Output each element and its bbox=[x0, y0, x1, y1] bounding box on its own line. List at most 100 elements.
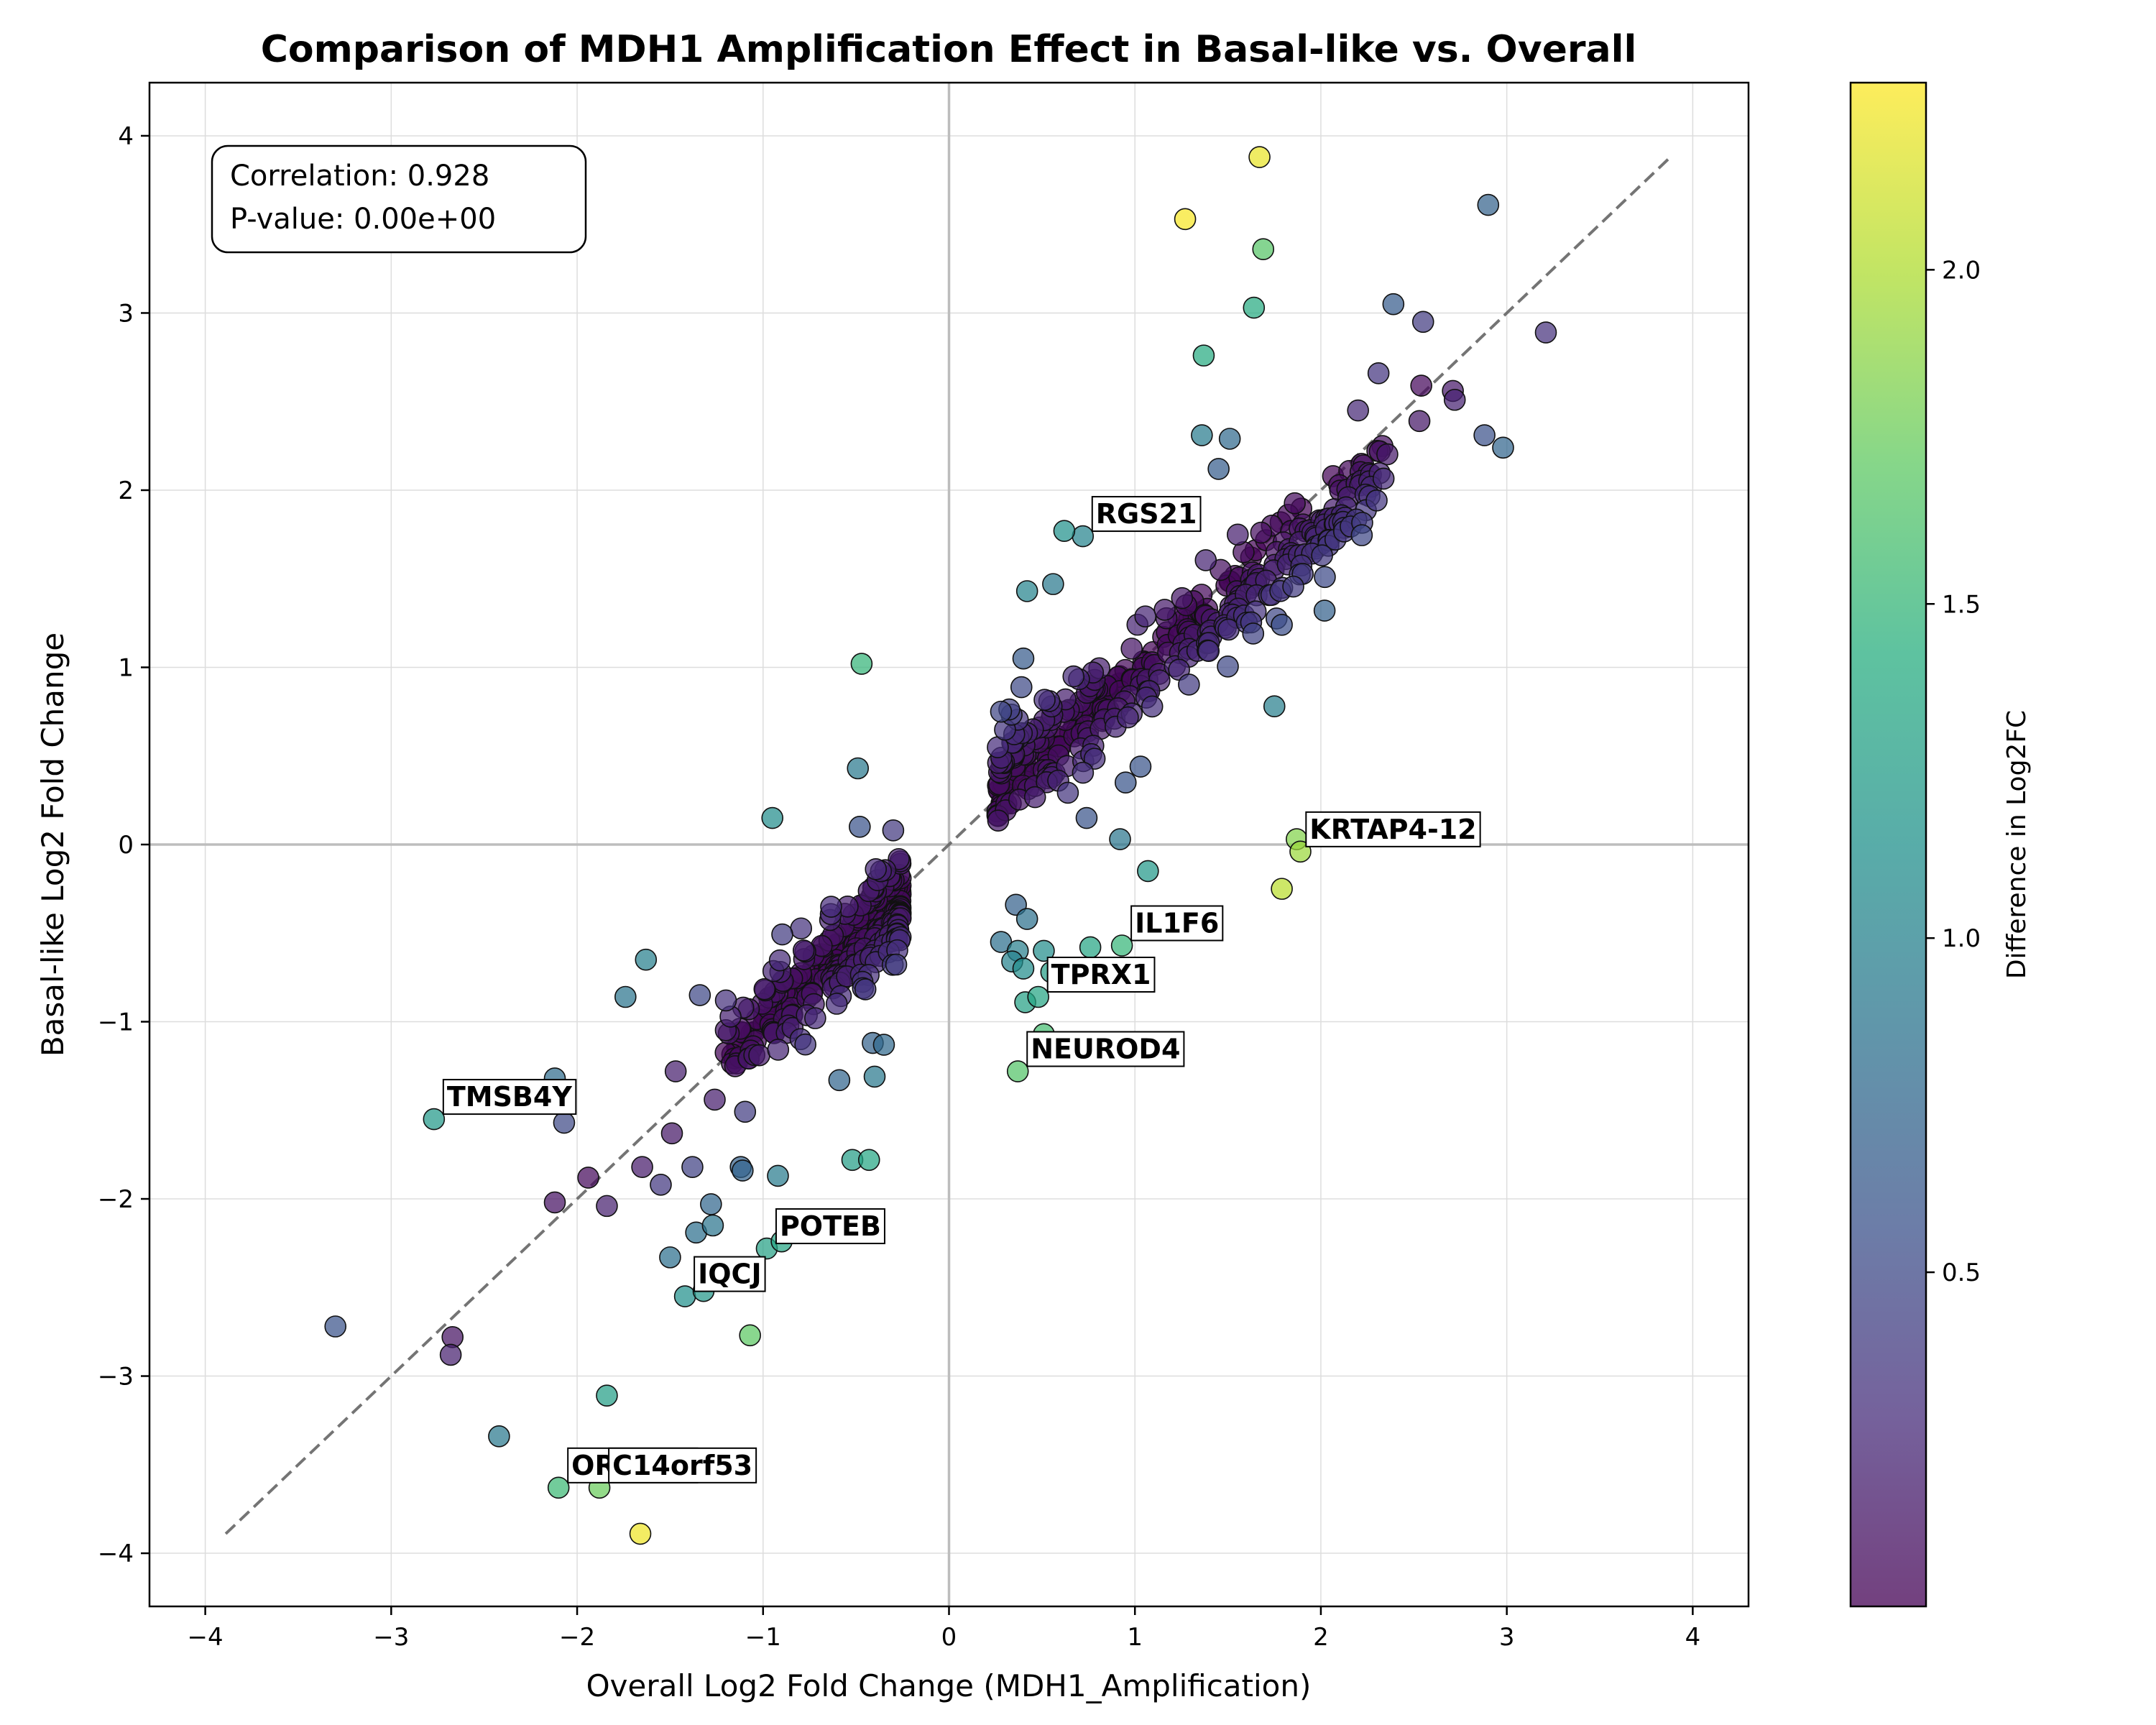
data-point bbox=[1079, 936, 1102, 959]
data-point bbox=[1248, 146, 1271, 168]
data-point bbox=[885, 953, 908, 976]
data-point bbox=[629, 1522, 652, 1545]
data-point bbox=[732, 1159, 754, 1182]
data-point bbox=[1284, 492, 1306, 515]
data-point bbox=[701, 1214, 724, 1237]
data-point bbox=[768, 949, 791, 972]
colorbar-tick-label: 1.5 bbox=[1942, 590, 1981, 619]
x-axis-ticks: −4 −3 −2 −1 0 1 2 3 4 bbox=[188, 1606, 1701, 1652]
y-axis-label: Basal-like Log2 Fold Change bbox=[35, 632, 70, 1057]
data-point bbox=[1072, 525, 1095, 548]
x-tick-label: 1 bbox=[1127, 1623, 1143, 1652]
data-point bbox=[767, 1039, 790, 1061]
data-point bbox=[1477, 193, 1500, 216]
data-point bbox=[850, 653, 873, 675]
x-axis-label: Overall Log2 Fold Change (MDH1_Amplifica… bbox=[586, 1668, 1312, 1703]
data-point bbox=[660, 1122, 683, 1145]
annotation-label: C14orf53 bbox=[612, 1450, 752, 1481]
data-point bbox=[1033, 939, 1055, 962]
data-point bbox=[882, 819, 905, 842]
y-tick-label: 4 bbox=[118, 122, 134, 151]
data-point bbox=[1271, 878, 1293, 900]
data-point bbox=[1372, 467, 1395, 490]
data-point bbox=[704, 1088, 726, 1111]
data-point bbox=[650, 1174, 672, 1196]
data-point bbox=[659, 1246, 681, 1269]
data-point bbox=[1114, 771, 1137, 794]
data-point bbox=[1153, 599, 1176, 621]
data-point bbox=[1217, 655, 1239, 678]
data-point bbox=[1109, 828, 1131, 850]
data-point bbox=[767, 1164, 789, 1187]
colorbar: 0.5 1.0 1.5 2.0 Difference in Log2FC bbox=[1849, 81, 2032, 1608]
annotation-box bbox=[1130, 905, 1224, 942]
colorbar-tick-label: 1.0 bbox=[1942, 924, 1981, 953]
data-point bbox=[1443, 388, 1466, 411]
data-point bbox=[1192, 344, 1215, 367]
data-point bbox=[849, 816, 871, 838]
data-point bbox=[681, 1156, 704, 1178]
data-point bbox=[1120, 638, 1143, 660]
data-point bbox=[1473, 424, 1496, 446]
data-point bbox=[1110, 934, 1133, 957]
data-point bbox=[1075, 806, 1098, 829]
data-point bbox=[324, 1315, 347, 1338]
colorbar-tick-label: 2.0 bbox=[1942, 256, 1981, 285]
y-axis-ticks: −4 −3 −2 −1 0 1 2 3 4 bbox=[98, 122, 149, 1568]
data-point bbox=[1282, 575, 1304, 598]
colorbar-gradient bbox=[1851, 83, 1926, 1606]
data-point bbox=[1347, 399, 1369, 422]
y-tick-label: 0 bbox=[118, 831, 134, 860]
data-point bbox=[1382, 293, 1405, 316]
y-tick-label: −2 bbox=[98, 1185, 134, 1214]
data-point bbox=[734, 1100, 757, 1123]
colorbar-label: Difference in Log2FC bbox=[2002, 710, 2032, 979]
data-point bbox=[792, 939, 815, 962]
data-point bbox=[596, 1384, 618, 1407]
data-point bbox=[596, 1195, 618, 1218]
x-tick-label: −3 bbox=[373, 1623, 409, 1652]
data-point bbox=[1015, 908, 1038, 930]
x-tick-label: 4 bbox=[1685, 1623, 1701, 1652]
data-point bbox=[1033, 689, 1056, 712]
data-point bbox=[1010, 676, 1033, 699]
data-point bbox=[688, 984, 711, 1006]
annotation-box bbox=[1026, 1031, 1185, 1067]
annotation-label: TMSB4Y bbox=[447, 1081, 573, 1113]
data-point bbox=[1242, 622, 1265, 645]
data-point bbox=[1252, 238, 1275, 261]
data-point bbox=[1053, 520, 1076, 542]
data-point bbox=[1410, 374, 1432, 397]
data-point bbox=[1129, 755, 1152, 778]
data-point bbox=[1367, 362, 1390, 385]
chart-title: Comparison of MDH1 Amplification Effect … bbox=[261, 28, 1637, 71]
y-tick-label: 3 bbox=[118, 299, 134, 328]
data-point bbox=[1137, 860, 1159, 883]
x-tick-label: 2 bbox=[1313, 1623, 1329, 1652]
data-point bbox=[1311, 544, 1333, 567]
data-point bbox=[1056, 781, 1079, 804]
annotation-label: KRTAP4-12 bbox=[1309, 814, 1476, 845]
data-point bbox=[577, 1167, 599, 1189]
data-point bbox=[1365, 489, 1388, 512]
data-point bbox=[1062, 665, 1085, 688]
x-tick-label: −4 bbox=[188, 1623, 224, 1652]
data-point bbox=[794, 1033, 816, 1056]
annotation-c14orf53: C14orf53 bbox=[608, 1447, 757, 1484]
colorbar-tick-label: 0.5 bbox=[1942, 1259, 1981, 1287]
y-tick-label: −3 bbox=[98, 1363, 134, 1392]
annotation-label: NEUROD4 bbox=[1031, 1034, 1180, 1065]
reference-lines bbox=[149, 83, 1749, 1606]
data-point bbox=[1141, 695, 1164, 718]
data-point bbox=[1194, 549, 1217, 571]
y-tick-label: 1 bbox=[118, 653, 134, 682]
data-point bbox=[488, 1425, 510, 1448]
data-point bbox=[771, 923, 793, 946]
scatter-points bbox=[324, 146, 1557, 1545]
data-point bbox=[1350, 524, 1373, 546]
data-point bbox=[1015, 580, 1038, 602]
data-point bbox=[439, 1343, 462, 1366]
y-tick-label: 2 bbox=[118, 477, 134, 505]
data-point bbox=[1006, 1060, 1029, 1082]
